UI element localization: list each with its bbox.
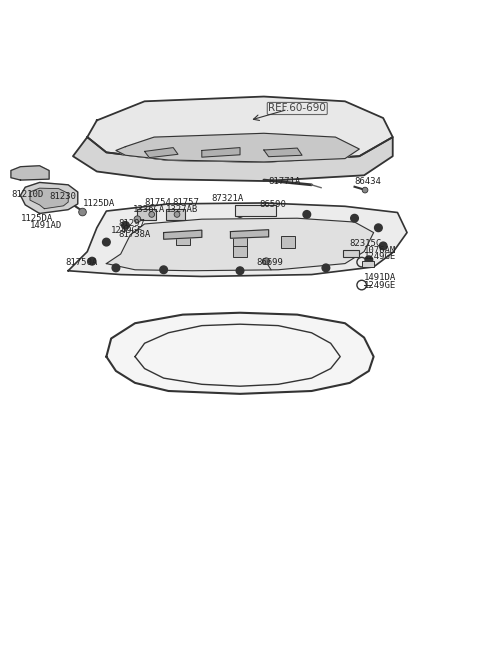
Polygon shape: [87, 96, 393, 162]
Text: 81754: 81754: [144, 199, 171, 207]
Polygon shape: [11, 166, 49, 180]
Circle shape: [322, 264, 330, 272]
Text: 1125DA: 1125DA: [83, 199, 115, 209]
Text: 1491DA: 1491DA: [364, 274, 396, 282]
Bar: [281, 236, 295, 248]
Polygon shape: [264, 148, 302, 157]
Text: 86699: 86699: [257, 258, 284, 266]
Circle shape: [79, 208, 86, 216]
Circle shape: [149, 211, 155, 217]
Text: 87321A: 87321A: [211, 194, 244, 203]
Polygon shape: [30, 188, 68, 209]
Circle shape: [121, 222, 129, 229]
Text: 1491AD: 1491AD: [30, 221, 62, 230]
Circle shape: [379, 242, 387, 250]
Circle shape: [374, 224, 382, 232]
Text: 1327AB: 1327AB: [166, 205, 198, 214]
Bar: [166, 209, 185, 220]
Polygon shape: [107, 218, 373, 271]
Text: 81771A: 81771A: [269, 176, 301, 186]
Polygon shape: [164, 230, 202, 239]
Bar: [233, 237, 247, 249]
Polygon shape: [116, 133, 360, 162]
Circle shape: [236, 210, 244, 217]
Text: 1249GF: 1249GF: [111, 226, 144, 235]
Bar: [233, 246, 247, 257]
Text: 81757: 81757: [172, 199, 199, 207]
Polygon shape: [21, 182, 78, 213]
Polygon shape: [144, 148, 178, 157]
Circle shape: [112, 264, 120, 272]
Text: 86590: 86590: [259, 200, 286, 209]
Text: 86434: 86434: [355, 176, 382, 186]
Polygon shape: [202, 148, 240, 157]
Polygon shape: [230, 230, 269, 238]
Polygon shape: [68, 203, 407, 276]
Circle shape: [236, 267, 244, 275]
Text: 82315C: 82315C: [350, 239, 382, 247]
Polygon shape: [73, 137, 393, 181]
Text: 81738A: 81738A: [118, 230, 151, 239]
Polygon shape: [107, 313, 373, 394]
Bar: [137, 209, 156, 220]
Circle shape: [88, 257, 96, 265]
Text: 81210D: 81210D: [11, 190, 43, 199]
Circle shape: [169, 212, 177, 220]
Text: 81297: 81297: [118, 220, 145, 228]
Circle shape: [351, 215, 359, 222]
Bar: [235, 205, 276, 216]
Text: 1249GE: 1249GE: [364, 252, 396, 261]
Text: 1249GE: 1249GE: [364, 281, 396, 289]
Circle shape: [365, 256, 372, 264]
Circle shape: [160, 266, 168, 274]
Text: 1076AM: 1076AM: [364, 246, 396, 255]
Bar: [343, 250, 360, 257]
Text: 1336CA: 1336CA: [132, 205, 165, 214]
Text: 81750A: 81750A: [66, 258, 98, 266]
Circle shape: [303, 211, 311, 218]
Text: 1125DA: 1125DA: [21, 214, 53, 223]
Bar: [362, 261, 373, 267]
Circle shape: [263, 258, 270, 264]
Circle shape: [134, 216, 141, 222]
Circle shape: [362, 187, 368, 193]
Text: 81230: 81230: [49, 192, 76, 201]
Text: REF.60-690: REF.60-690: [268, 104, 326, 113]
Bar: [176, 234, 190, 245]
Circle shape: [174, 211, 180, 217]
Circle shape: [103, 238, 110, 246]
